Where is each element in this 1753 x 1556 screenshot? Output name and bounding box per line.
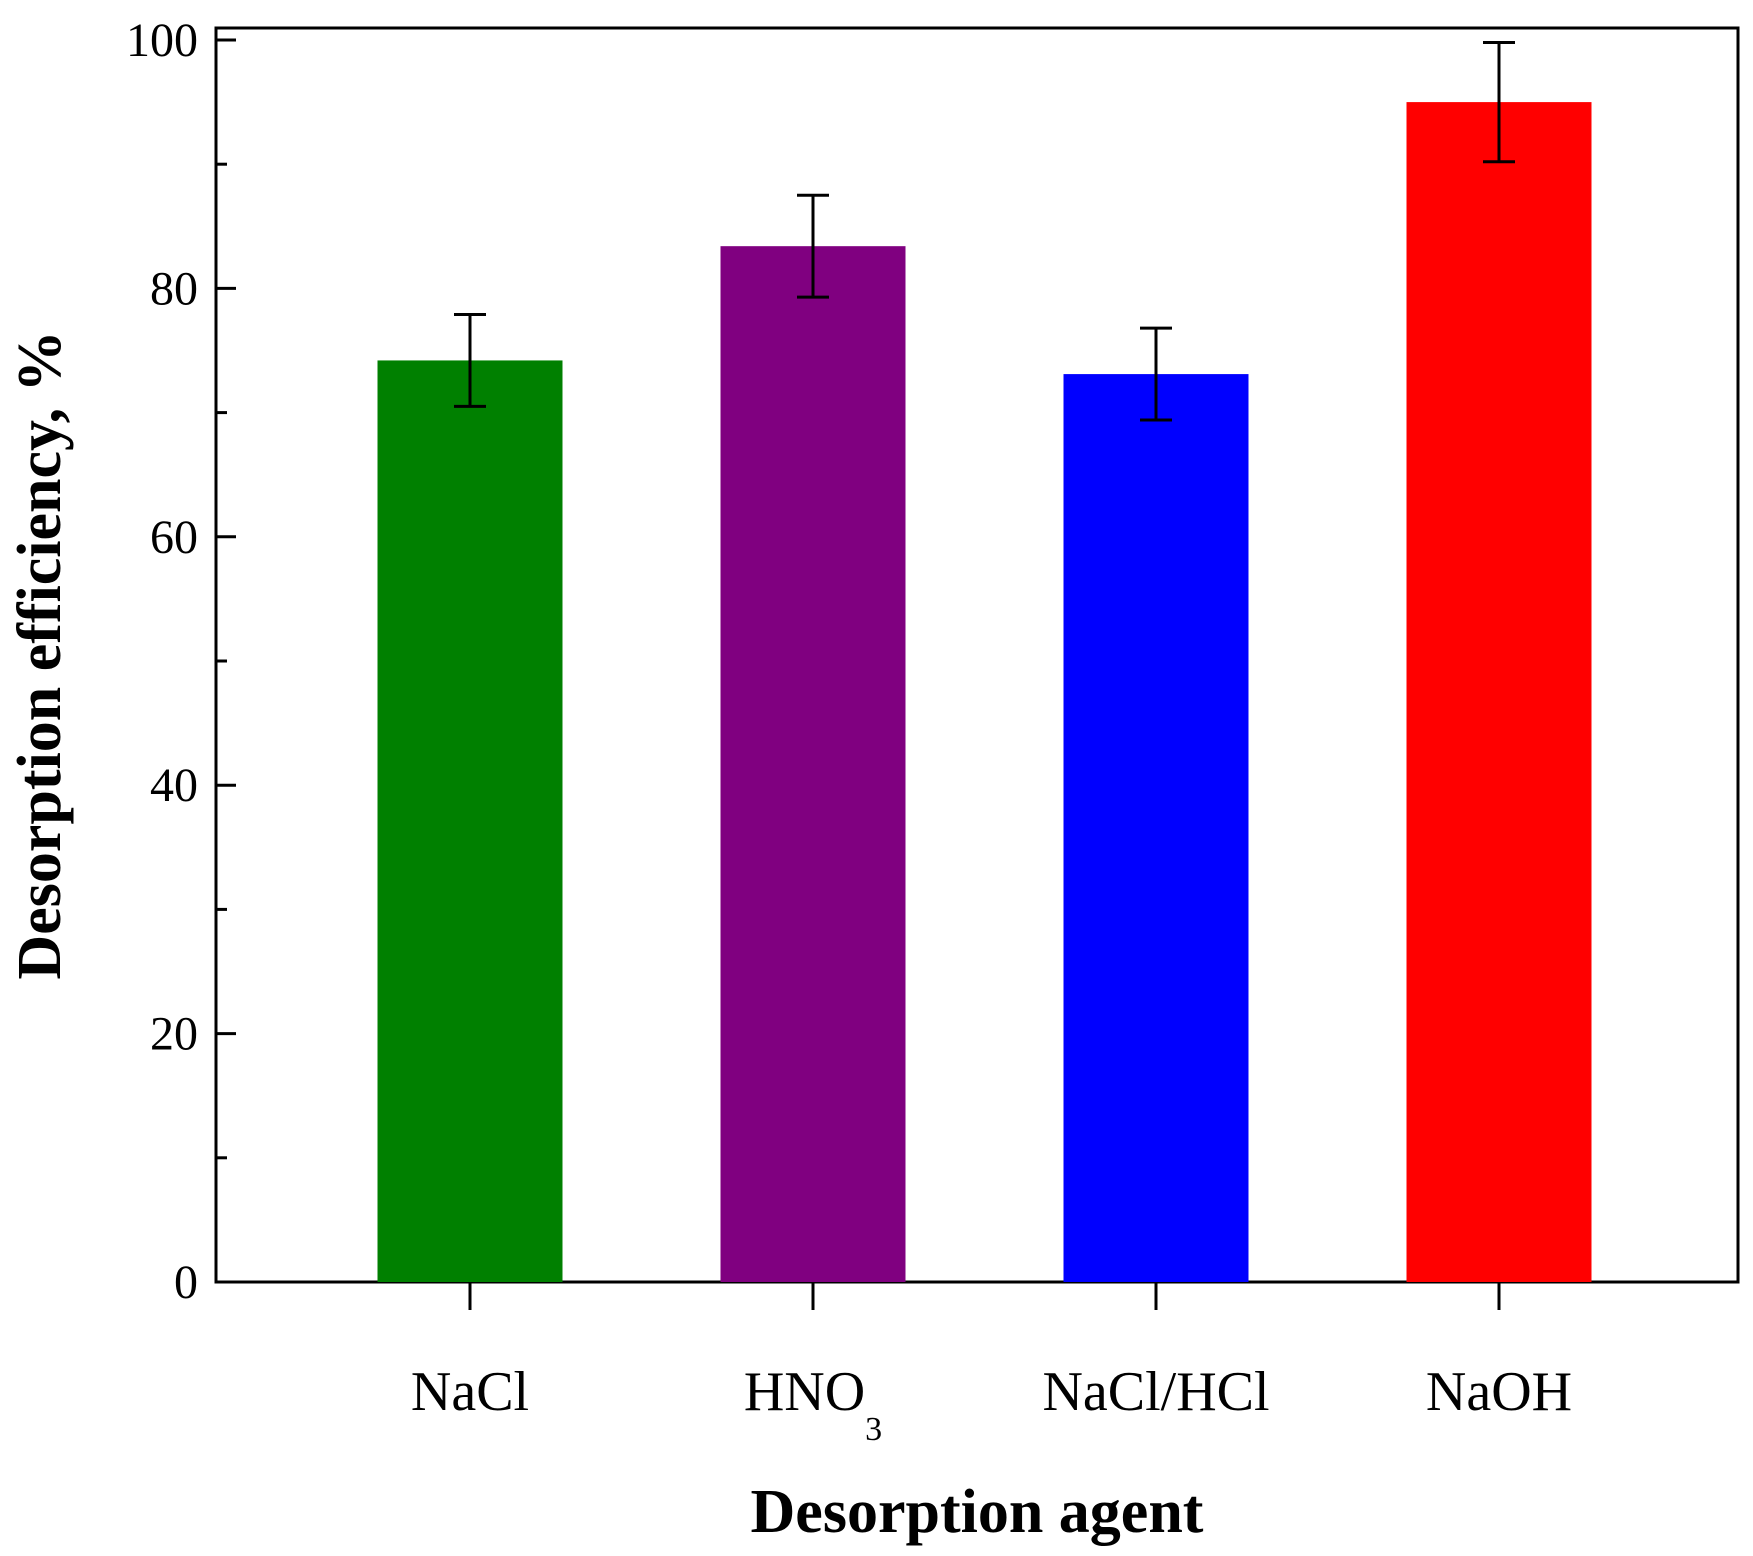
x-tick-label-text: NaCl [411,1361,529,1423]
y-tick-label: 100 [126,14,198,67]
bar [720,246,906,1282]
error-bars [454,40,1515,422]
y-axis: 0 20 40 60 80 100 [126,14,236,1309]
y-tick-label: 80 [150,262,198,315]
y-tick-label: 20 [150,1008,198,1061]
x-axis-title: Desorption agent [751,1478,1204,1546]
x-tick-label-text: HNO [744,1361,865,1423]
y-tick-label: 40 [150,759,198,812]
x-tick-label: HNO3 [744,1361,882,1448]
bars [377,102,1592,1283]
x-tick-label-subscript: 3 [865,1411,882,1448]
plot-frame [214,26,1740,1284]
y-tick-label: 0 [174,1256,198,1309]
x-axis: NaCl HNO3 NaCl/HCl NaOH [411,1282,1572,1448]
y-tick-label: 60 [150,511,198,564]
bar [1406,102,1592,1283]
y-axis-title: Desorption efficiency, % [6,330,74,979]
bar [1063,374,1249,1282]
x-tick-label: NaCl [411,1361,529,1423]
x-tick-label: NaCl/HCl [1042,1361,1269,1423]
x-tick-label-text: NaCl/HCl [1042,1361,1269,1423]
x-tick-label: NaOH [1426,1361,1572,1423]
x-tick-label-text: NaOH [1426,1361,1572,1423]
bar [377,360,563,1282]
